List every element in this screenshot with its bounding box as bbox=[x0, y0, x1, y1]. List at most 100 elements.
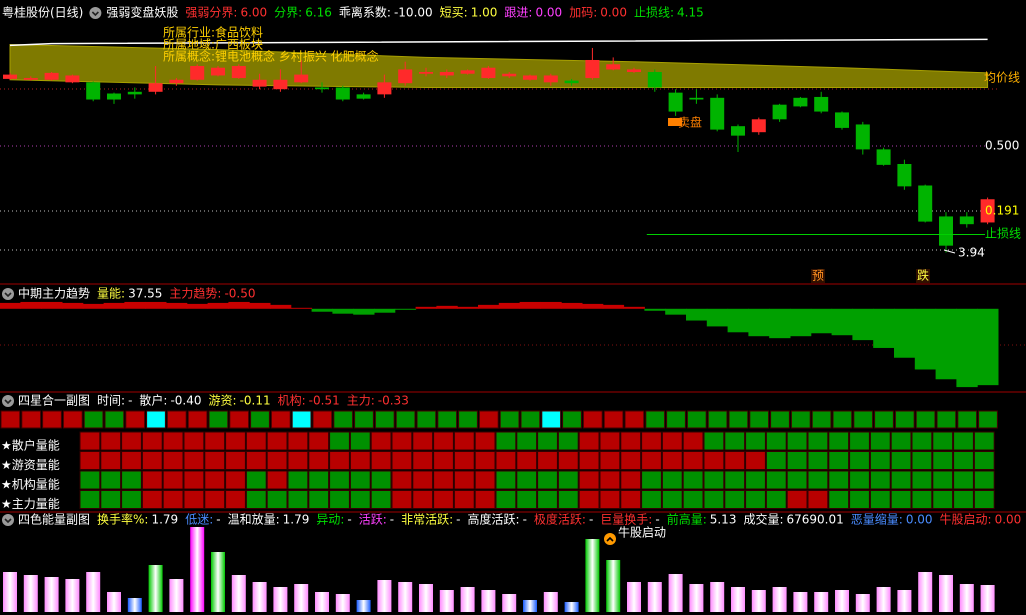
header-value: - bbox=[347, 513, 351, 527]
menu-icon bbox=[2, 395, 14, 407]
candle-body bbox=[460, 70, 475, 74]
candle-body bbox=[855, 124, 870, 150]
row-label: ★游资量能 bbox=[1, 458, 60, 472]
volume-bar bbox=[668, 574, 683, 612]
candle-body bbox=[335, 87, 350, 100]
energy-cell bbox=[828, 470, 850, 490]
volume-bar bbox=[3, 572, 17, 612]
header-label: 短买: bbox=[440, 6, 468, 20]
energy-cell bbox=[266, 490, 288, 509]
energy-cell bbox=[890, 470, 912, 490]
header-value: 5.13 bbox=[710, 513, 737, 527]
signal-cell bbox=[728, 410, 749, 429]
energy-cell bbox=[641, 490, 662, 509]
energy-cell bbox=[516, 431, 538, 451]
energy-cell bbox=[557, 431, 579, 451]
header-label: 跟进: bbox=[504, 6, 532, 20]
energy-cell bbox=[308, 451, 330, 470]
concept-label: 所属行业:食品饮料 bbox=[163, 25, 263, 40]
energy-cell bbox=[703, 431, 725, 451]
menu-icon bbox=[2, 514, 14, 526]
signal-cell bbox=[770, 410, 790, 429]
candle-body bbox=[523, 75, 537, 80]
signal-cell bbox=[978, 410, 998, 429]
energy-cell bbox=[745, 490, 766, 509]
candle-body bbox=[44, 72, 59, 80]
energy-cell bbox=[973, 451, 995, 470]
volume-bar bbox=[918, 572, 933, 612]
candle-body bbox=[481, 67, 496, 79]
volume-bar bbox=[231, 575, 246, 612]
energy-cell bbox=[828, 431, 850, 451]
trend-area bbox=[894, 308, 916, 358]
energy-cell bbox=[703, 490, 725, 509]
signal-cell bbox=[229, 410, 250, 429]
header-label: 成交量: bbox=[743, 512, 783, 527]
energy-cell bbox=[516, 470, 538, 490]
energy-cell bbox=[349, 431, 371, 451]
candle-body bbox=[356, 94, 371, 99]
note-icon-chevron bbox=[606, 536, 614, 542]
energy-cell bbox=[786, 490, 808, 509]
energy-cell bbox=[370, 490, 392, 509]
menu-icon-chevron bbox=[91, 11, 99, 17]
energy-cell bbox=[329, 490, 350, 509]
concept-label: 所属概念:锂电池概念 乡村振兴 化肥概念 bbox=[163, 49, 379, 64]
energy-cell bbox=[973, 470, 995, 490]
signal-cell bbox=[458, 410, 478, 429]
header-value: -0.40 bbox=[170, 394, 201, 408]
signal-cell bbox=[104, 410, 125, 429]
energy-cell bbox=[349, 490, 371, 509]
signal-cell bbox=[416, 410, 437, 429]
menu-icon-chevron bbox=[4, 292, 12, 298]
energy-cell bbox=[245, 431, 267, 451]
menu-icon bbox=[89, 7, 102, 19]
volume-bar bbox=[439, 590, 454, 612]
volume-bar bbox=[419, 584, 433, 612]
energy-cell bbox=[183, 470, 205, 490]
energy-cell bbox=[100, 490, 122, 509]
signal-cell bbox=[832, 410, 853, 429]
volume-bar bbox=[835, 590, 849, 612]
energy-cell bbox=[329, 470, 350, 490]
trend-area bbox=[852, 308, 874, 341]
energy-cell bbox=[765, 451, 787, 470]
energy-cell bbox=[661, 451, 683, 470]
header-label: 巨量换手: bbox=[600, 513, 652, 527]
energy-cell bbox=[807, 451, 829, 470]
energy-cell bbox=[557, 490, 579, 509]
energy-cell bbox=[620, 451, 642, 470]
trend-area bbox=[977, 308, 999, 386]
volume-bar bbox=[148, 565, 163, 612]
header-value: 6.16 bbox=[305, 6, 332, 20]
energy-cell bbox=[225, 431, 246, 451]
price-label: 止损线 bbox=[985, 227, 1021, 241]
energy-cell bbox=[703, 451, 725, 470]
energy-cell bbox=[953, 470, 974, 490]
candle-body bbox=[315, 87, 329, 90]
header-title: 粤桂股份(日线) bbox=[2, 5, 83, 20]
price-label: 0.191 bbox=[985, 204, 1019, 218]
price-label: 3.94 bbox=[958, 246, 985, 260]
energy-cell bbox=[578, 470, 600, 490]
energy-cell bbox=[724, 490, 746, 509]
signal-cell bbox=[125, 410, 146, 429]
energy-cell bbox=[183, 431, 205, 451]
candle-body bbox=[564, 80, 579, 84]
candle-body bbox=[107, 93, 121, 100]
energy-cell bbox=[474, 490, 496, 509]
energy-cell bbox=[474, 451, 496, 470]
header-value: 1.79 bbox=[283, 513, 310, 527]
candle-body bbox=[273, 79, 288, 90]
top-line bbox=[9, 38, 988, 47]
header-label: 分界: bbox=[274, 6, 302, 20]
energy-cell bbox=[474, 470, 496, 490]
header-label: 前高量: bbox=[667, 512, 707, 527]
low-pointer bbox=[943, 249, 956, 254]
energy-cell bbox=[828, 490, 850, 509]
energy-cell bbox=[516, 451, 538, 470]
trend-area bbox=[228, 301, 250, 309]
trend-area bbox=[935, 308, 957, 380]
energy-cell bbox=[682, 431, 704, 451]
energy-cell bbox=[849, 470, 870, 490]
